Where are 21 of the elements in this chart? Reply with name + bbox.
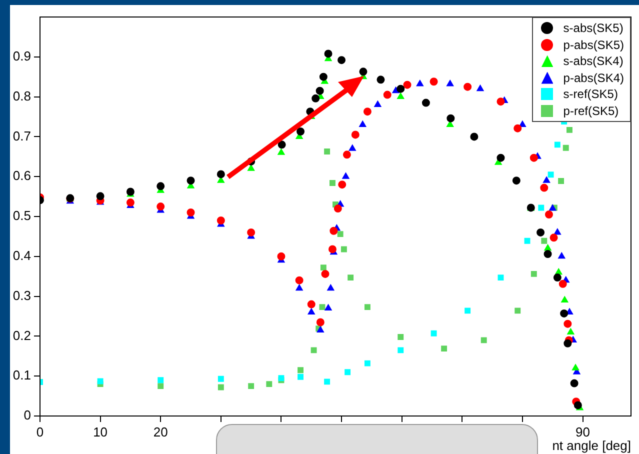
y-tick-label: 0.4 [12,248,31,263]
legend-label: s-abs(SK4) [563,53,624,70]
y-tick-label: 0.8 [12,88,31,104]
y-tick-label: 0.5 [12,208,31,224]
x-tick-label: 90 [576,424,590,440]
y-tick-label: 0 [24,408,31,423]
y-tick-label: 0.3 [12,288,31,303]
x-tick-label: 20 [153,424,168,440]
y-tick-label: 0.6 [12,168,31,184]
x-axis-title: nt angle [deg] [552,438,631,453]
legend-label: p-abs(SK5) [563,36,624,53]
legend-label: s-ref(SK5) [563,86,618,102]
x-tick-label: 10 [93,424,108,440]
x-tick-label: 0 [36,424,44,440]
legend-label: p-abs(SK4) [563,70,624,86]
y-tick-label: 0.7 [12,128,31,144]
y-tick-label: 0.9 [12,48,31,64]
legend-label: p-ref(SK5) [563,102,619,119]
legend-label: s-abs(SK5) [563,20,624,36]
y-tick-label: 0.2 [12,328,31,343]
y-tick-label: 0.1 [12,368,31,383]
